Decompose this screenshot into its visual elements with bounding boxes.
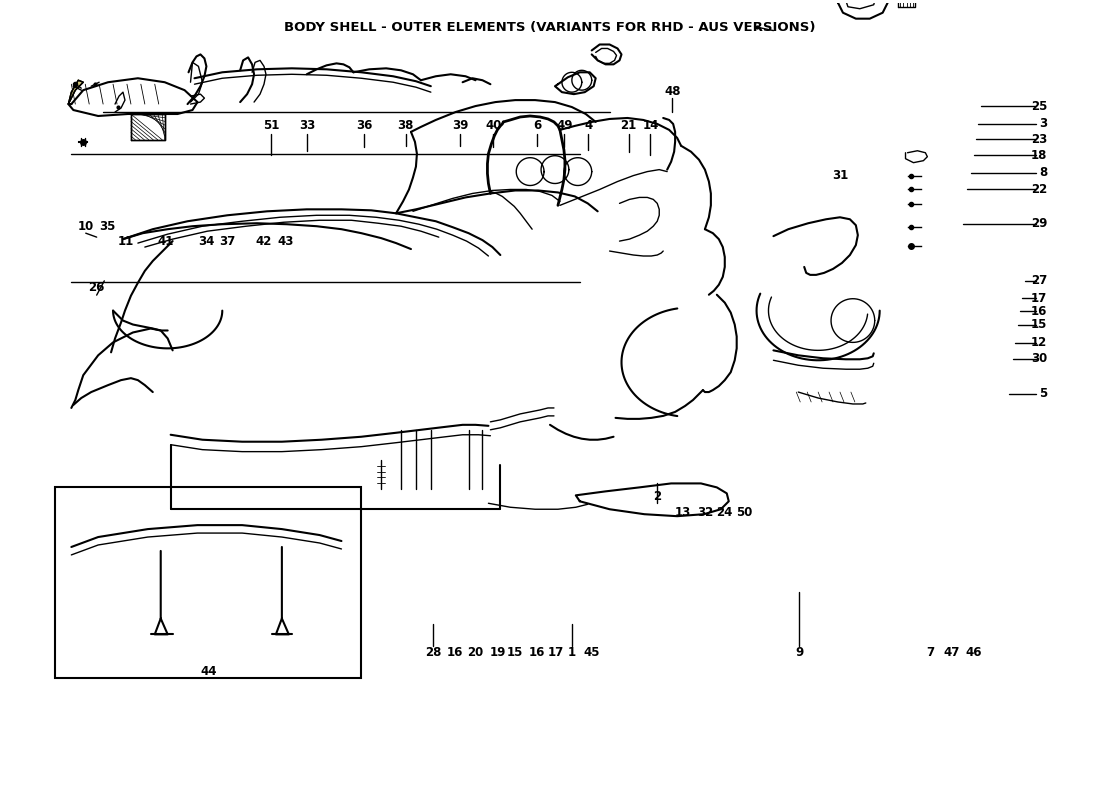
Text: 12: 12: [1031, 336, 1047, 350]
Text: 16: 16: [529, 646, 546, 659]
Text: 42: 42: [255, 234, 272, 248]
Text: 44: 44: [201, 666, 218, 678]
Text: 15: 15: [1031, 318, 1047, 331]
Text: 1: 1: [568, 646, 576, 659]
Text: 2: 2: [653, 490, 661, 503]
Text: 20: 20: [468, 646, 484, 659]
Text: 19: 19: [490, 646, 506, 659]
Text: 29: 29: [1031, 217, 1047, 230]
Text: 31: 31: [832, 170, 848, 182]
Text: 47: 47: [944, 646, 960, 659]
Text: 37: 37: [220, 234, 235, 248]
Text: 16: 16: [447, 646, 463, 659]
Text: 8: 8: [1038, 166, 1047, 179]
Text: 45: 45: [583, 646, 600, 659]
Text: 32: 32: [697, 506, 713, 519]
Text: 30: 30: [1031, 352, 1047, 365]
Text: 10: 10: [78, 220, 94, 234]
Text: 5: 5: [1038, 387, 1047, 400]
Text: 16: 16: [1031, 305, 1047, 318]
Text: BODY SHELL - OUTER ELEMENTS (VARIANTS FOR RHD - AUS VERSIONS): BODY SHELL - OUTER ELEMENTS (VARIANTS FO…: [284, 21, 816, 34]
Text: 28: 28: [425, 646, 441, 659]
Text: 48: 48: [664, 86, 681, 98]
Text: 17: 17: [1031, 292, 1047, 305]
Polygon shape: [68, 80, 84, 104]
Text: 18: 18: [1031, 149, 1047, 162]
Text: 6: 6: [532, 119, 541, 133]
Text: 50: 50: [736, 506, 752, 519]
Text: 33: 33: [299, 119, 316, 133]
Text: 24: 24: [716, 506, 733, 519]
Text: 40: 40: [485, 119, 502, 133]
Text: 4: 4: [584, 119, 593, 133]
Text: 46: 46: [966, 646, 982, 659]
Text: 14: 14: [642, 119, 659, 133]
Text: 9: 9: [795, 646, 803, 659]
Text: 17: 17: [548, 646, 563, 659]
Text: 49: 49: [556, 119, 572, 133]
Text: 21: 21: [620, 119, 637, 133]
Text: 15: 15: [507, 646, 524, 659]
Text: 25: 25: [1031, 99, 1047, 113]
Text: 26: 26: [88, 281, 104, 294]
Text: 35: 35: [99, 220, 116, 234]
Text: 36: 36: [356, 119, 373, 133]
Text: 11: 11: [118, 234, 134, 248]
Text: 23: 23: [1031, 133, 1047, 146]
Text: 34: 34: [198, 234, 214, 248]
Text: 7: 7: [926, 646, 934, 659]
Text: 27: 27: [1031, 274, 1047, 287]
Text: 3: 3: [1038, 117, 1047, 130]
Text: 51: 51: [263, 119, 279, 133]
Text: 43: 43: [277, 234, 294, 248]
Text: 41: 41: [157, 234, 174, 248]
Text: 22: 22: [1031, 183, 1047, 196]
Text: 38: 38: [397, 119, 414, 133]
Text: 39: 39: [452, 119, 469, 133]
Text: 13: 13: [675, 506, 692, 519]
Bar: [55, 487, 361, 678]
